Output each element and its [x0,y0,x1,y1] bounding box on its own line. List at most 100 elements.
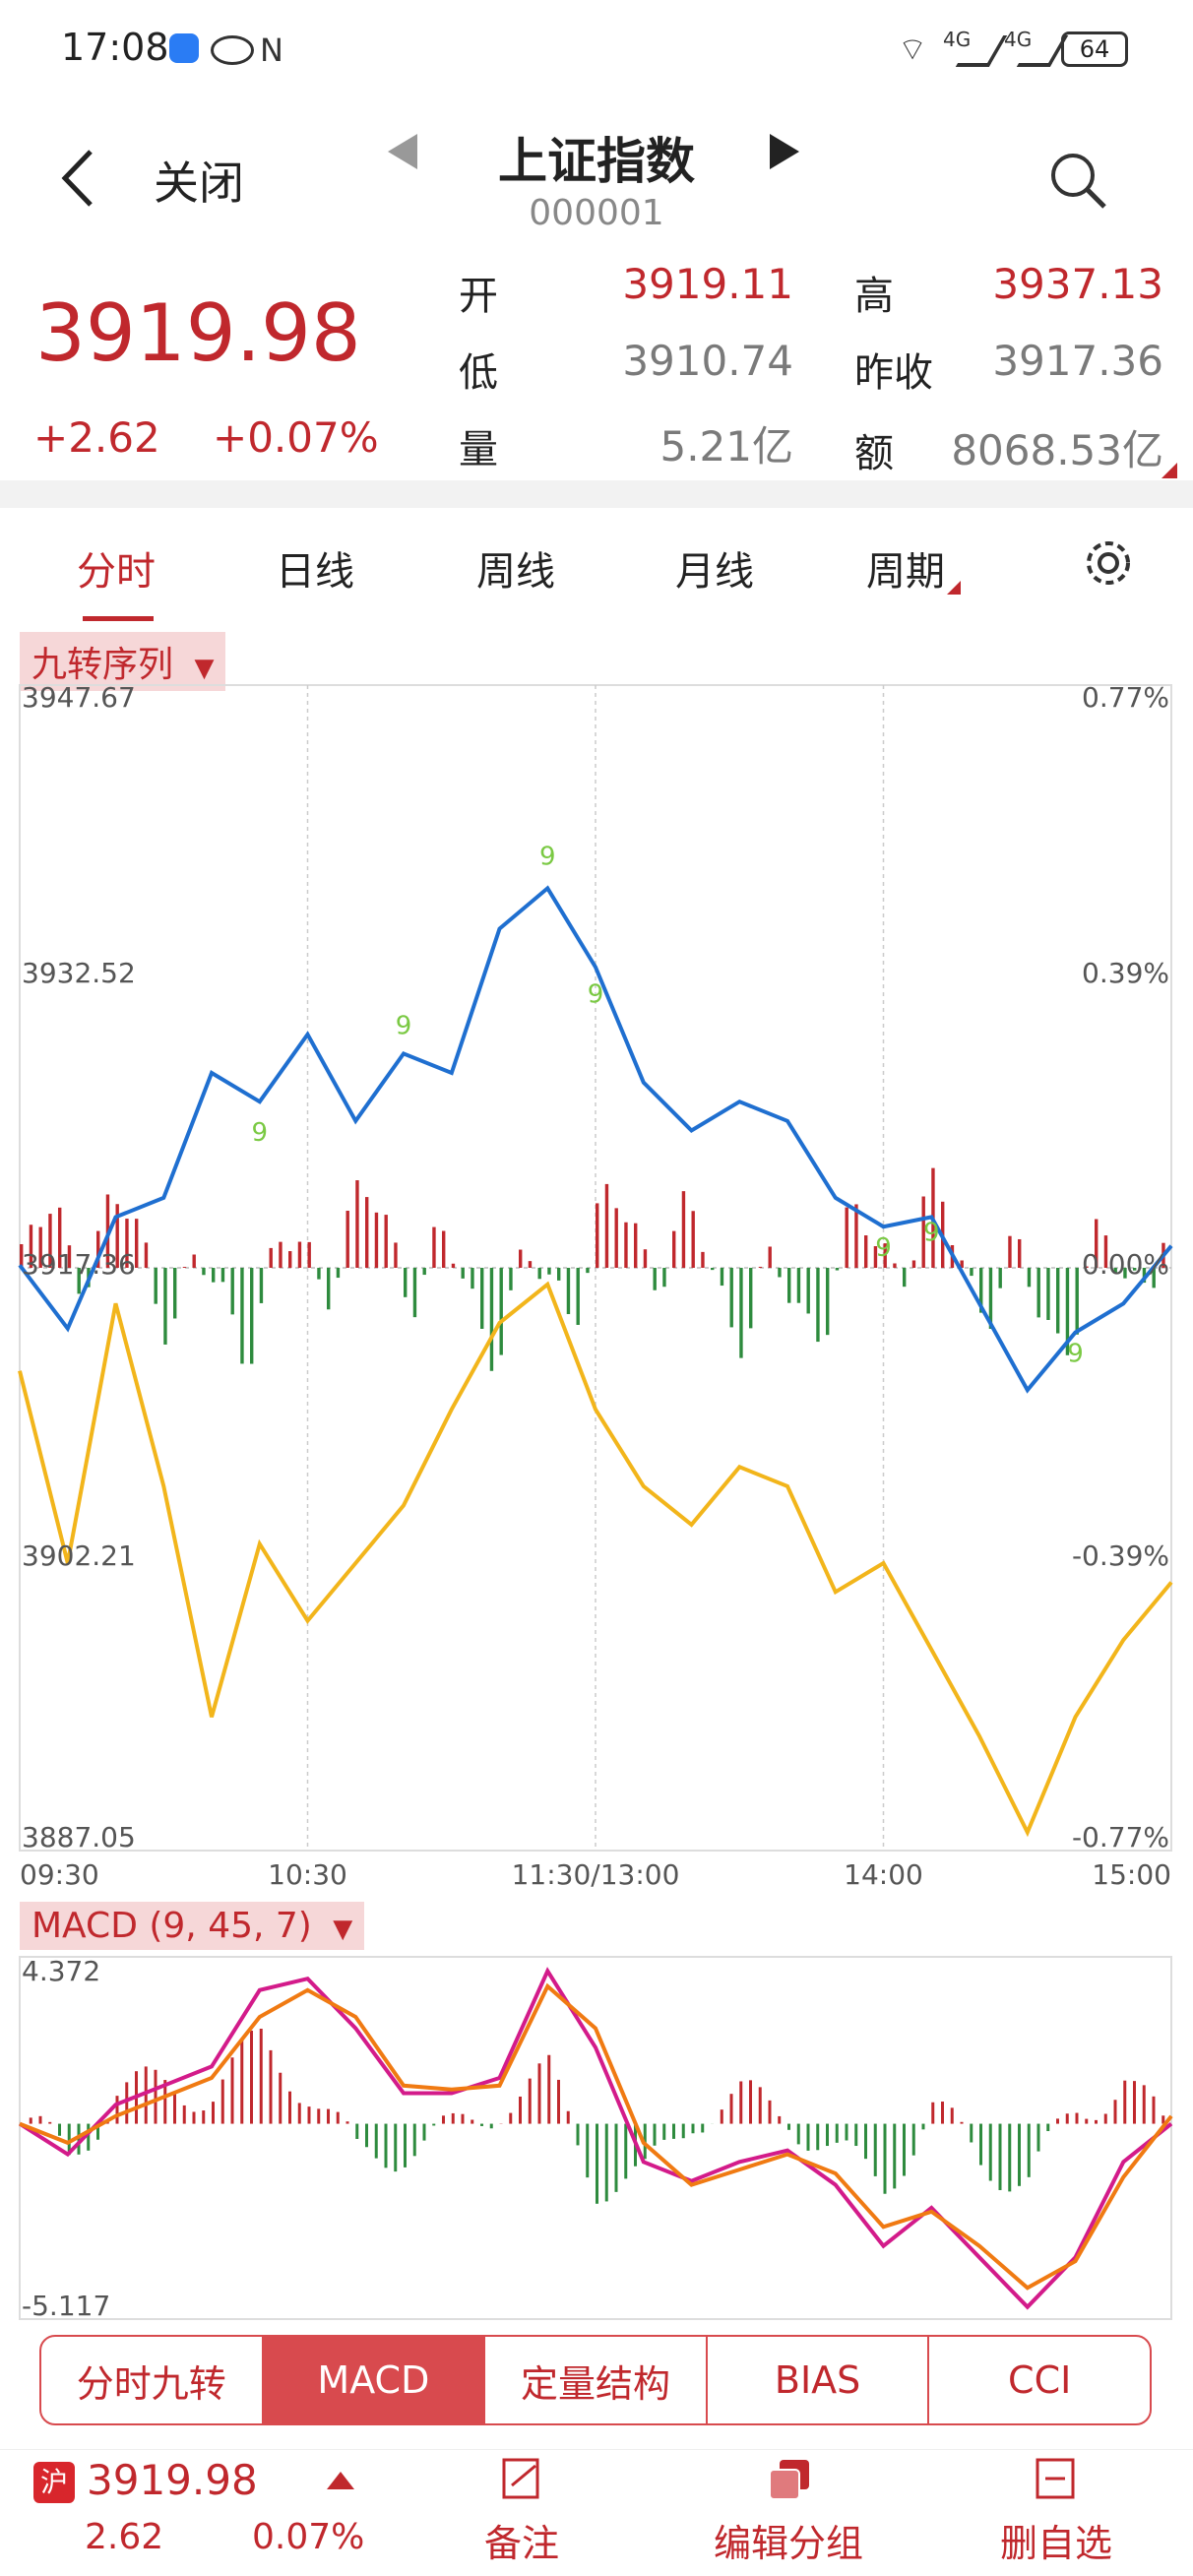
macd-chart[interactable]: 4.372-5.117 [0,1947,1193,2331]
volume-bar [672,1231,675,1268]
quant-structure-button[interactable]: 定量结构 [485,2337,708,2423]
volume-bar [1008,1236,1011,1268]
volume-bar [615,1208,618,1268]
volume-bar [155,1268,157,1304]
macd-bar [787,2124,790,2130]
volume-bar [490,1268,493,1371]
note-button[interactable]: 备注 [463,2513,581,2567]
tab-intraday[interactable]: 分时 [77,539,156,597]
macd-bar [912,2124,915,2156]
volume-bar [1028,1268,1031,1287]
volume-bar [846,1208,848,1268]
tab-daily[interactable]: 日线 [276,539,354,597]
macd-bar [279,2073,282,2124]
volume-bar [999,1268,1002,1288]
intraday-chart[interactable]: 99999993947.673932.523917.363902.213887.… [0,679,1193,1910]
nine-turn-button[interactable]: 分时九转 [41,2337,264,2423]
prev-close-label: 昨收 [854,341,933,398]
bottom-change: 2.62 [85,2517,163,2557]
macd-bar [317,2108,320,2123]
nine-label: 9 [251,1118,268,1148]
volume-bar [462,1268,465,1279]
note-icon[interactable] [500,2456,545,2505]
y-left-tick: 3902.21 [22,1539,136,1572]
volume-bar [903,1268,906,1287]
app-notification-icon [169,33,199,63]
volume-bar [654,1268,657,1290]
tab-period[interactable]: 周期 [866,539,945,597]
search-icon[interactable] [1045,148,1110,217]
tab-monthly[interactable]: 月线 [675,539,754,597]
y-left-tick: 3947.67 [22,681,136,714]
cci-button[interactable]: CCI [929,2337,1150,2423]
volume-bar [1046,1268,1049,1320]
volume-bar [173,1268,176,1318]
volume-bar [586,1268,589,1273]
macd-bar [355,2124,358,2139]
volume-bar [634,1224,637,1268]
volume-bar [288,1251,291,1268]
volume-bar [279,1242,282,1268]
macd-selector-label: MACD (9, 45, 7) [31,1906,312,1946]
macd-bar [519,2097,522,2124]
period-corner-icon [947,581,961,595]
volume-bar [298,1242,301,1268]
macd-bar [471,2119,473,2123]
macd-bar [922,2124,925,2130]
volume-bar [355,1180,358,1268]
macd-bar [701,2124,704,2133]
dropdown-arrow-icon: ▼ [333,1915,352,1944]
macd-bar [836,2124,839,2143]
prev-close-value: 3917.36 [945,337,1163,385]
macd-bar [577,2124,580,2146]
volume-bar [711,1268,714,1270]
volume-bar [231,1268,234,1314]
remove-watchlist-icon[interactable] [1034,2456,1079,2505]
edit-group-icon[interactable] [766,2456,813,2507]
bias-button[interactable]: BIAS [708,2337,930,2423]
macd-bar [1037,2124,1040,2152]
tab-weekly[interactable]: 周线 [476,539,555,597]
volume-bar [163,1268,166,1345]
volume-bar [1037,1268,1040,1317]
volume-bar [509,1268,512,1290]
macd-bar [48,2122,51,2124]
macd-bar [903,2124,906,2176]
macd-bar [605,2124,608,2202]
macd-selector[interactable]: MACD (9, 45, 7) ▼ [20,1902,364,1950]
volume-bar [538,1268,541,1279]
macd-bar [394,2124,397,2172]
next-index-icon[interactable] [770,134,799,169]
macd-bar [288,2092,291,2124]
macd-bar [346,2121,349,2123]
edit-group-button[interactable]: 编辑分组 [705,2513,872,2567]
macd-bar [231,2057,234,2123]
macd-bar [893,2124,896,2189]
remove-watchlist-button[interactable]: 删自选 [992,2513,1120,2567]
volume-bar [394,1242,397,1268]
macd-bar [1104,2113,1107,2123]
amount-label: 额 [854,421,894,478]
volume-bar [644,1249,647,1268]
volume-bar [519,1250,522,1268]
macd-bar [1133,2081,1136,2123]
macd-bar [662,2124,665,2140]
macd-bar [749,2080,752,2123]
settings-gear-icon[interactable] [1081,535,1136,595]
volume-bar [787,1268,790,1303]
macd-bar [462,2114,465,2124]
macd-bar [490,2124,493,2129]
macd-bar [759,2087,762,2123]
macd-bar [58,2124,61,2136]
macd-y-max: 4.372 [22,1955,100,1987]
nine-label: 9 [588,980,604,1010]
price-change: +2.62 [33,413,160,462]
volume-bar [739,1268,742,1358]
macd-bar [778,2116,781,2124]
volume-bar [221,1268,224,1282]
volume-bar [682,1191,685,1268]
macd-bar [39,2116,42,2124]
macd-button[interactable]: MACD [264,2337,486,2423]
volume-bar [346,1211,349,1268]
y-left-tick: 3917.36 [22,1248,136,1281]
